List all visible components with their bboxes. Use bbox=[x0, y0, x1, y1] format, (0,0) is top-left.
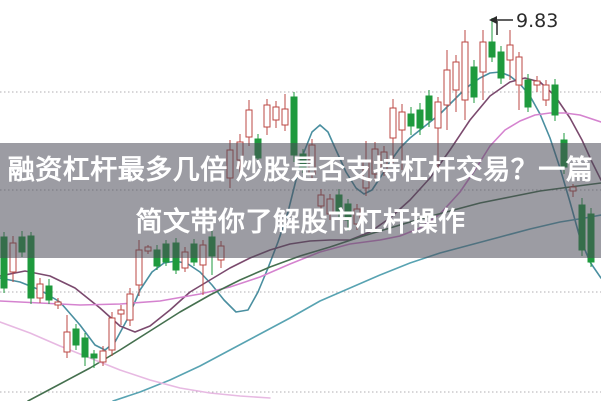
ma-pale-pink bbox=[0, 321, 271, 399]
title-line-1: 融资杠杆最多几倍 炒股是否支持杠杆交易？一篇 bbox=[7, 155, 594, 185]
price-annotation: 9.83 bbox=[489, 10, 558, 35]
title-overlay-band: 融资杠杆最多几倍 炒股是否支持杠杆交易？一篇 简文带你了解股市杠杆操作 bbox=[0, 143, 601, 258]
ma-short-teal bbox=[0, 71, 601, 351]
title-line-2: 简文带你了解股市杠杆操作 bbox=[135, 207, 466, 237]
price-label: 9.83 bbox=[516, 10, 558, 32]
